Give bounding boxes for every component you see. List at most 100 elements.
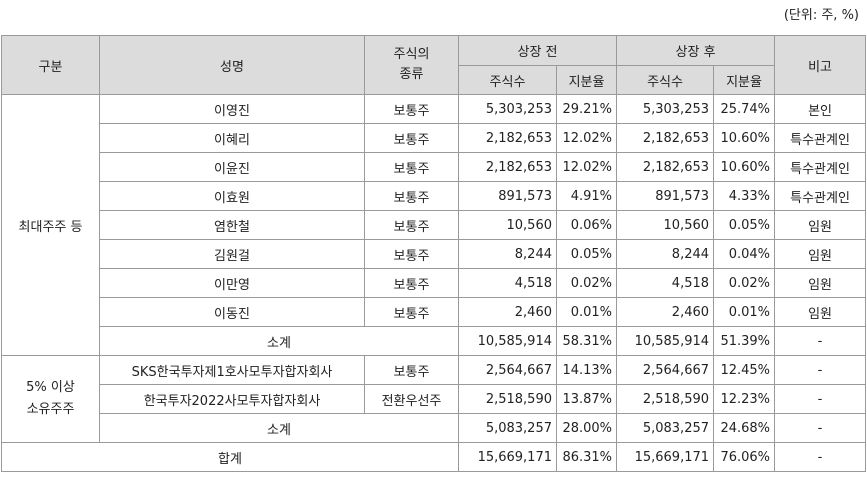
table-row: 이동진 보통주 2,460 0.01% 2,460 0.01% 임원 bbox=[2, 297, 867, 327]
cell-name: 한국투자2022사모투자합자회사 bbox=[99, 384, 365, 414]
cell-after-ratio: 0.04% bbox=[713, 239, 776, 269]
cell-name: 염한철 bbox=[99, 210, 365, 240]
cell-before-shares: 2,182,653 bbox=[458, 152, 557, 182]
cell-name: 이윤진 bbox=[99, 152, 365, 182]
cell-stock-type: 보통주 bbox=[364, 239, 459, 269]
cell-stock-type: 보통주 bbox=[364, 297, 459, 327]
subtotal-row: 소계 5,083,257 28.00% 5,083,257 24.68% - bbox=[2, 413, 867, 443]
cell-before-shares: 2,460 bbox=[458, 297, 557, 327]
cell-note: 임원 bbox=[774, 210, 867, 240]
cell-name: 이동진 bbox=[99, 297, 365, 327]
cell-note: - bbox=[774, 413, 867, 443]
header-note: 비고 bbox=[774, 35, 867, 95]
cell-after-shares: 2,518,590 bbox=[616, 384, 715, 414]
cell-after-shares: 5,083,257 bbox=[616, 413, 715, 443]
header-after-listing: 상장 후 bbox=[616, 35, 776, 66]
cell-after-ratio: 0.02% bbox=[713, 268, 776, 298]
cell-name: 이효원 bbox=[99, 181, 365, 211]
total-label: 합계 bbox=[1, 442, 459, 472]
cell-note: 임원 bbox=[774, 268, 867, 298]
cell-before-ratio: 28.00% bbox=[555, 413, 618, 443]
cell-after-ratio: 10.60% bbox=[713, 123, 776, 153]
cell-stock-type: 전환우선주 bbox=[364, 384, 459, 414]
cell-after-shares: 15,669,171 bbox=[616, 442, 715, 472]
cell-name: 이혜리 bbox=[99, 123, 365, 153]
cell-stock-type: 보통주 bbox=[364, 355, 459, 385]
cell-name: 김원걸 bbox=[99, 239, 365, 269]
cell-note: - bbox=[774, 326, 867, 356]
cell-note: 본인 bbox=[774, 94, 867, 124]
cell-after-shares: 5,303,253 bbox=[616, 94, 715, 124]
cell-before-shares: 4,518 bbox=[458, 268, 557, 298]
cell-stock-type: 보통주 bbox=[364, 152, 459, 182]
cell-after-shares: 10,585,914 bbox=[616, 326, 715, 356]
header-stock-type-line2: 종류 bbox=[399, 67, 424, 82]
subtotal-row: 소계 10,585,914 58.31% 10,585,914 51.39% - bbox=[2, 326, 867, 356]
cell-before-ratio: 0.06% bbox=[555, 210, 618, 240]
cell-note: 임원 bbox=[774, 297, 867, 327]
cell-before-ratio: 4.91% bbox=[555, 181, 618, 211]
cell-stock-type: 보통주 bbox=[364, 94, 459, 124]
header-before-listing: 상장 전 bbox=[457, 35, 618, 66]
cell-note: - bbox=[774, 442, 867, 472]
cell-before-ratio: 12.02% bbox=[555, 123, 618, 153]
cell-after-ratio: 0.05% bbox=[713, 210, 776, 240]
cell-after-ratio: 25.74% bbox=[713, 94, 776, 124]
cell-before-ratio: 0.01% bbox=[555, 297, 618, 327]
cell-stock-type: 보통주 bbox=[364, 268, 459, 298]
cell-after-shares: 10,560 bbox=[616, 210, 715, 240]
cell-before-ratio: 14.13% bbox=[555, 355, 618, 385]
subtotal-label: 소계 bbox=[99, 413, 459, 443]
cell-before-shares: 8,244 bbox=[458, 239, 557, 269]
cell-before-shares: 2,564,667 bbox=[458, 355, 557, 385]
cell-before-shares: 5,303,253 bbox=[458, 94, 557, 124]
table-row: 5% 이상 소유주주 SKS한국투자제1호사모투자합자회사 보통주 2,564,… bbox=[1, 355, 867, 443]
unit-note: (단위: 주, %) bbox=[783, 8, 859, 23]
cell-after-shares: 2,564,667 bbox=[616, 355, 715, 385]
cell-note: 특수관계인 bbox=[774, 181, 867, 211]
header-before-ratio: 지분율 bbox=[555, 65, 618, 95]
header-before-shares: 주식수 bbox=[458, 65, 557, 95]
cell-name: SKS한국투자제1호사모투자합자회사 bbox=[99, 355, 365, 385]
table-row: 이만영 보통주 4,518 0.02% 4,518 0.02% 임원 bbox=[2, 268, 867, 298]
group-label-major-shareholders: 최대주주 등 bbox=[1, 94, 100, 356]
cell-before-ratio: 58.31% bbox=[555, 326, 618, 356]
cell-stock-type: 보통주 bbox=[364, 181, 459, 211]
table-row: 이효원 보통주 891,573 4.91% 891,573 4.33% 특수관계… bbox=[2, 181, 867, 211]
cell-note: 임원 bbox=[774, 239, 867, 269]
cell-before-ratio: 13.87% bbox=[555, 384, 618, 414]
cell-after-shares: 4,518 bbox=[616, 268, 715, 298]
cell-note: 특수관계인 bbox=[774, 152, 867, 182]
cell-after-ratio: 51.39% bbox=[713, 326, 776, 356]
cell-before-ratio: 86.31% bbox=[555, 442, 618, 472]
cell-after-shares: 891,573 bbox=[616, 181, 715, 211]
cell-note: 특수관계인 bbox=[774, 123, 867, 153]
cell-after-shares: 2,182,653 bbox=[616, 123, 715, 153]
table-row: 김원걸 보통주 8,244 0.05% 8,244 0.04% 임원 bbox=[2, 239, 867, 269]
cell-before-ratio: 0.05% bbox=[555, 239, 618, 269]
total-row: 합계 15,669,171 86.31% 15,669,171 76.06% - bbox=[1, 442, 867, 472]
header-after-ratio: 지분율 bbox=[713, 65, 776, 95]
cell-note: - bbox=[774, 355, 867, 385]
table-row: 이혜리 보통주 2,182,653 12.02% 2,182,653 10.60… bbox=[2, 123, 867, 153]
group-label-line2: 소유주주 bbox=[26, 402, 75, 417]
cell-before-ratio: 29.21% bbox=[555, 94, 618, 124]
cell-before-shares: 15,669,171 bbox=[458, 442, 557, 472]
cell-name: 이영진 bbox=[99, 94, 365, 124]
header-stock-type-line1: 주식의 bbox=[393, 47, 430, 62]
table-row: 이윤진 보통주 2,182,653 12.02% 2,182,653 10.60… bbox=[2, 152, 867, 182]
header-category: 구분 bbox=[1, 35, 100, 95]
cell-before-ratio: 0.02% bbox=[555, 268, 618, 298]
table-row: 한국투자2022사모투자합자회사 전환우선주 2,518,590 13.87% … bbox=[2, 384, 867, 414]
cell-after-ratio: 4.33% bbox=[713, 181, 776, 211]
group-label-line1: 5% 이상 bbox=[26, 380, 75, 395]
cell-after-ratio: 10.60% bbox=[713, 152, 776, 182]
cell-before-shares: 10,560 bbox=[458, 210, 557, 240]
cell-before-ratio: 12.02% bbox=[555, 152, 618, 182]
cell-after-shares: 2,460 bbox=[616, 297, 715, 327]
cell-before-shares: 5,083,257 bbox=[458, 413, 557, 443]
table-row: 염한철 보통주 10,560 0.06% 10,560 0.05% 임원 bbox=[2, 210, 867, 240]
table-row: 최대주주 등 이영진 보통주 5,303,253 29.21% 5,303,25… bbox=[1, 94, 867, 356]
header-after-shares: 주식수 bbox=[616, 65, 715, 95]
cell-after-shares: 8,244 bbox=[616, 239, 715, 269]
